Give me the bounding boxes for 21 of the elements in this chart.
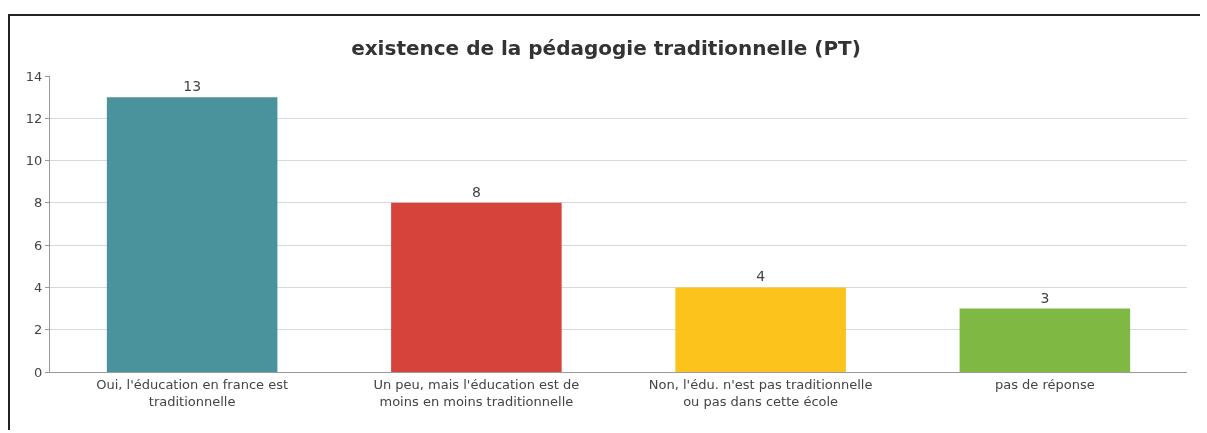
data-label: 4: [756, 268, 766, 285]
data-label: 3: [1040, 289, 1050, 306]
bar: [106, 97, 278, 372]
y-tick-label: 2: [34, 322, 43, 338]
y-tick-label: 8: [34, 195, 43, 211]
x-tick-label: Oui, l'éducation en france est traditionnelle: [96, 376, 289, 409]
y-tick-label: 10: [25, 153, 43, 169]
bar: [959, 308, 1131, 372]
y-tick-label: 4: [34, 279, 43, 295]
data-label: 8: [471, 183, 481, 200]
y-tick-label: 14: [25, 68, 43, 84]
y-tick-label: 0: [34, 364, 43, 380]
chart-title: existence de la pédagogie traditionnelle (PT): [351, 35, 861, 60]
x-tick-label: Un peu, mais l'éducation est de moins en moins traditionnelle: [373, 376, 580, 409]
y-tick-label: 6: [34, 237, 43, 253]
bar: [391, 202, 562, 372]
x-tick-label: pas de réponse: [994, 376, 1095, 392]
bar: [675, 287, 846, 372]
y-tick-label: 12: [25, 110, 43, 126]
x-tick-label: Non, l'édu. n'est pas traditionnelle ou pas dans cette école: [648, 376, 873, 409]
data-label: 13: [183, 78, 202, 95]
